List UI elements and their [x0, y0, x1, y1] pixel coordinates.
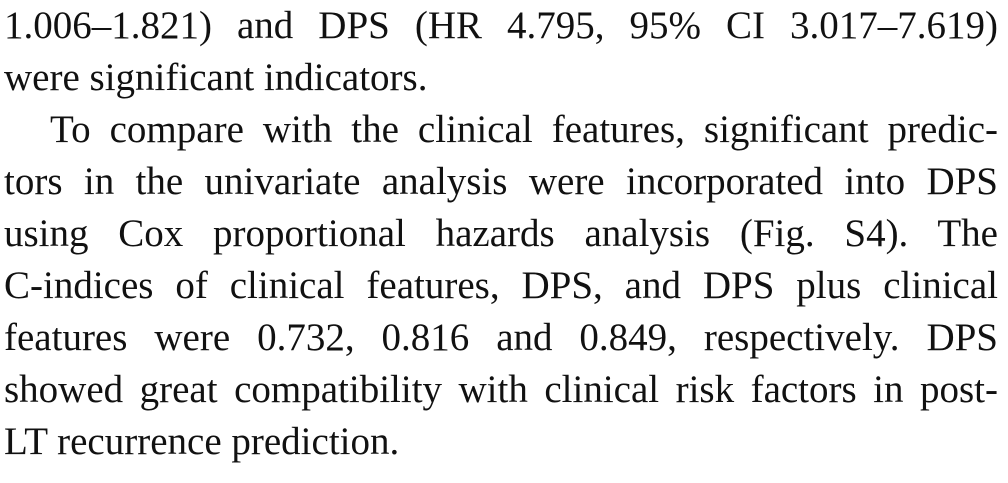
text-line: tors in the univariate analysis were inc… — [4, 160, 998, 203]
text-line: showed great compatibility with clinical… — [4, 368, 998, 411]
text-line: To compare with the clinical features, s… — [50, 108, 998, 151]
text-line: 1.006–1.821) and DPS (HR 4.795, 95% CI 3… — [4, 4, 998, 47]
paragraph: To compare with the clinical features, s… — [4, 104, 998, 468]
body-text: 1.006–1.821) and DPS (HR 4.795, 95% CI 3… — [4, 0, 998, 468]
text-line: LT recurrence prediction. — [4, 420, 400, 463]
text-line: C-indices of clinical features, DPS, and… — [4, 264, 998, 307]
text-line: features were 0.732, 0.816 and 0.849, re… — [4, 316, 998, 359]
paragraph-continued: 1.006–1.821) and DPS (HR 4.795, 95% CI 3… — [4, 0, 998, 104]
text-line: were significant indicators. — [4, 56, 428, 99]
text-line: using Cox proportional hazards analysis … — [4, 212, 998, 255]
